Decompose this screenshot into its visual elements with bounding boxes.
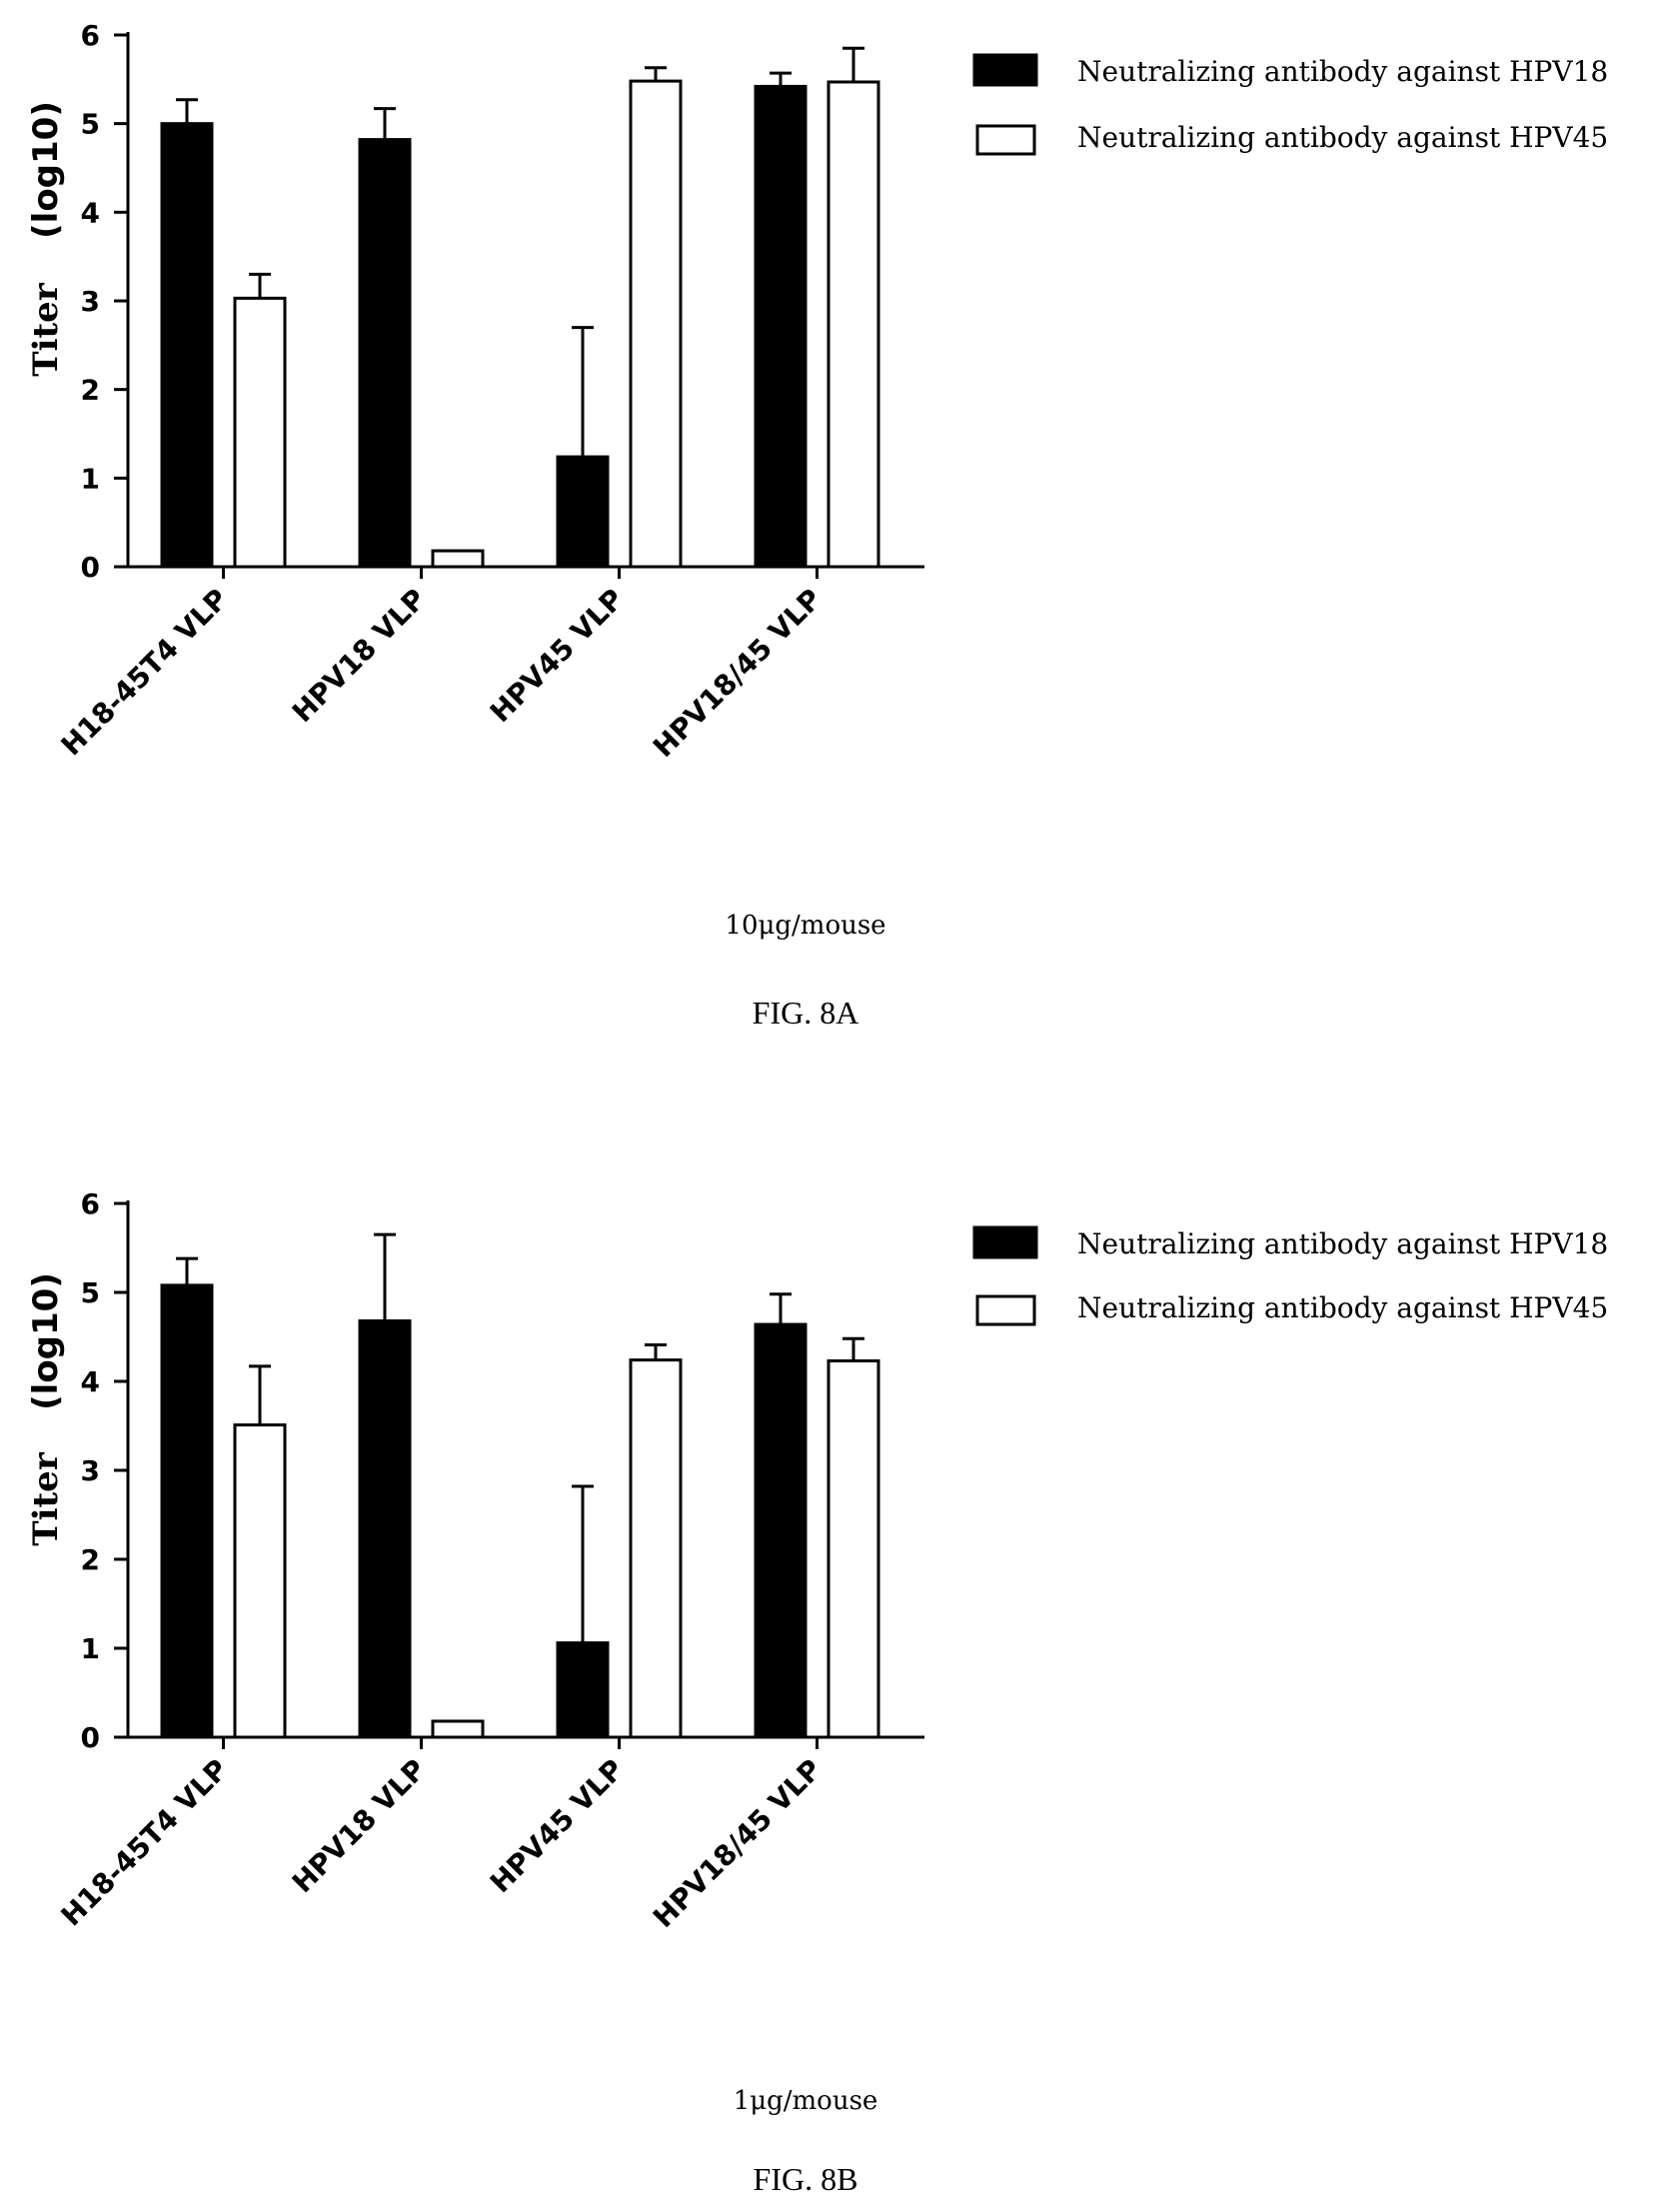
y-tick-label: 1 [81,1632,100,1665]
chart-panel-fig8a: Titer (log10) 0 1 2 3 4 5 6 H18-45T4 VLP HPV18 V… [26,19,1608,1031]
y-axis-title-unit: (log10) [26,101,66,239]
y-axis-title-word: Titer [26,282,66,377]
bar-hpv45 [431,549,485,569]
legend: Neutralizing antibody against HPV18 Neut… [972,53,1608,156]
bar-hpv45 [629,1358,683,1739]
x-tick-label: HPV45 VLP [484,583,631,730]
x-tick-label: HPV18/45 VLP [647,583,828,764]
y-tick-label: 2 [81,374,100,407]
bar-hpv45 [233,296,287,569]
legend: Neutralizing antibody against HPV18 Neut… [972,1225,1608,1326]
bar-hpv18 [160,1283,214,1739]
legend-label-hpv18: Neutralizing antibody against HPV18 [1077,1227,1608,1260]
y-tick-label: 6 [81,1187,100,1220]
y-tick-label: 4 [81,196,100,229]
y-tick-label: 4 [81,1365,100,1398]
bar-hpv18 [754,1322,808,1739]
x-tick-label: H18-45T4 VLP [55,1753,235,1933]
y-tick-label: 3 [81,285,100,318]
x-tick-label: HPV18/45 VLP [647,1753,828,1934]
bar-hpv45 [233,1423,287,1739]
figure-label: FIG. 8B [754,2161,858,2197]
y-tick-label: 0 [81,1721,100,1754]
chart-panel-fig8b: Titer (log10) 0 1 2 3 4 5 6 H18-45T4 VLP HPV18 V… [26,1187,1608,2197]
bar-hpv18 [358,1318,412,1739]
bar-hpv45 [629,79,683,569]
bar-hpv45 [431,1719,485,1739]
y-tick-label: 6 [81,19,100,52]
x-tick-label: HPV45 VLP [484,1753,631,1900]
legend-swatch-hpv45 [975,1294,1036,1326]
x-tick-label: HPV18 VLP [286,1753,433,1900]
y-tick-label: 3 [81,1454,100,1487]
legend-swatch-hpv18 [972,53,1038,87]
bar-hpv18 [160,122,214,569]
legend-swatch-hpv18 [972,1225,1038,1259]
legend-swatch-hpv45 [975,124,1036,156]
y-axis-title-word: Titer [26,1451,66,1546]
y-axis-title-unit: (log10) [26,1272,66,1410]
legend-label-hpv18: Neutralizing antibody against HPV18 [1077,55,1608,88]
legend-label-hpv45: Neutralizing antibody against HPV45 [1077,121,1608,154]
dose-caption: 10μg/mouse [725,911,885,941]
y-tick-label: 1 [81,462,100,495]
bar-hpv18 [556,1641,610,1739]
plot-area: 0 1 2 3 4 5 6 H18-45T4 VLP HPV18 VLP HPV45 VLP HPV… [55,1187,924,1934]
figure-label: FIG. 8A [753,995,859,1031]
bar-hpv18 [754,84,808,569]
y-tick-label: 5 [81,1276,100,1309]
x-tick-label: H18-45T4 VLP [55,583,235,763]
y-axis-title: Titer (log10) [26,101,66,377]
y-tick-label: 5 [81,108,100,141]
plot-area: 0 1 2 3 4 5 6 H18-45T4 VLP HPV18 VLP HPV45 VLP HPV… [55,19,924,764]
y-tick-label: 2 [81,1543,100,1576]
x-tick-label: HPV18 VLP [286,583,433,730]
y-axis-title: Titer (log10) [26,1272,66,1546]
bar-hpv18 [556,455,610,569]
y-tick-label: 0 [81,551,100,584]
bar-hpv18 [358,138,412,569]
legend-label-hpv45: Neutralizing antibody against HPV45 [1077,1291,1608,1324]
bar-hpv45 [827,80,880,569]
bar-hpv45 [827,1359,880,1739]
dose-caption: 1μg/mouse [734,2086,878,2116]
